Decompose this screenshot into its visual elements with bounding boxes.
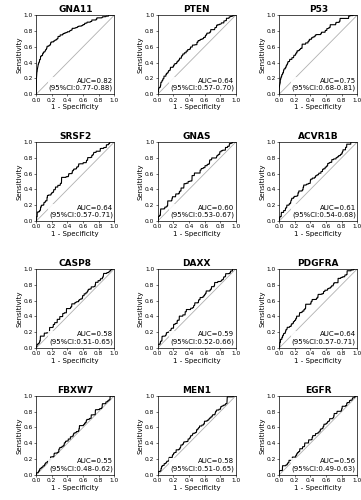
Text: AUC=0.64
(95%CI:0.57-0.71): AUC=0.64 (95%CI:0.57-0.71)	[292, 332, 356, 345]
Text: AUC=0.61
(95%CI:0.54-0.68): AUC=0.61 (95%CI:0.54-0.68)	[292, 204, 356, 218]
Text: AUC=0.60
(95%CI:0.53-0.67): AUC=0.60 (95%CI:0.53-0.67)	[170, 204, 234, 218]
X-axis label: 1 - Specificity: 1 - Specificity	[52, 484, 99, 490]
Title: CASP8: CASP8	[59, 259, 92, 268]
X-axis label: 1 - Specificity: 1 - Specificity	[173, 231, 221, 237]
Text: AUC=0.64
(95%CI:0.57-0.71): AUC=0.64 (95%CI:0.57-0.71)	[49, 204, 113, 218]
Title: SRSF2: SRSF2	[59, 132, 91, 141]
X-axis label: 1 - Specificity: 1 - Specificity	[173, 484, 221, 490]
X-axis label: 1 - Specificity: 1 - Specificity	[295, 104, 342, 110]
Title: DAXX: DAXX	[183, 259, 211, 268]
X-axis label: 1 - Specificity: 1 - Specificity	[52, 231, 99, 237]
Text: AUC=0.59
(95%CI:0.52-0.66): AUC=0.59 (95%CI:0.52-0.66)	[170, 332, 234, 345]
X-axis label: 1 - Specificity: 1 - Specificity	[295, 358, 342, 364]
X-axis label: 1 - Specificity: 1 - Specificity	[173, 104, 221, 110]
Text: AUC=0.75
(95%CI:0.68-0.81): AUC=0.75 (95%CI:0.68-0.81)	[292, 78, 356, 91]
Title: P53: P53	[309, 5, 328, 14]
Title: GNA11: GNA11	[58, 5, 92, 14]
X-axis label: 1 - Specificity: 1 - Specificity	[295, 484, 342, 490]
Title: PTEN: PTEN	[183, 5, 210, 14]
Y-axis label: Sensitivity: Sensitivity	[138, 290, 144, 327]
Text: AUC=0.82
(95%CI:0.77-0.88): AUC=0.82 (95%CI:0.77-0.88)	[49, 78, 113, 91]
Title: ACVR1B: ACVR1B	[298, 132, 339, 141]
Y-axis label: Sensitivity: Sensitivity	[16, 164, 22, 200]
Y-axis label: Sensitivity: Sensitivity	[138, 417, 144, 454]
Title: EGFR: EGFR	[305, 386, 331, 395]
Y-axis label: Sensitivity: Sensitivity	[259, 164, 265, 200]
Y-axis label: Sensitivity: Sensitivity	[138, 36, 144, 73]
Y-axis label: Sensitivity: Sensitivity	[259, 290, 265, 327]
X-axis label: 1 - Specificity: 1 - Specificity	[52, 358, 99, 364]
Title: MEN1: MEN1	[182, 386, 211, 395]
Text: AUC=0.64
(95%CI:0.57-0.70): AUC=0.64 (95%CI:0.57-0.70)	[170, 78, 234, 91]
Y-axis label: Sensitivity: Sensitivity	[259, 36, 265, 73]
X-axis label: 1 - Specificity: 1 - Specificity	[173, 358, 221, 364]
Text: AUC=0.56
(95%CI:0.49-0.63): AUC=0.56 (95%CI:0.49-0.63)	[292, 458, 356, 472]
Title: PDGFRA: PDGFRA	[297, 259, 339, 268]
Title: GNAS: GNAS	[183, 132, 211, 141]
Y-axis label: Sensitivity: Sensitivity	[16, 417, 22, 454]
Y-axis label: Sensitivity: Sensitivity	[16, 36, 22, 73]
Y-axis label: Sensitivity: Sensitivity	[259, 417, 265, 454]
Y-axis label: Sensitivity: Sensitivity	[16, 290, 22, 327]
Text: AUC=0.58
(95%CI:0.51-0.65): AUC=0.58 (95%CI:0.51-0.65)	[170, 458, 234, 472]
X-axis label: 1 - Specificity: 1 - Specificity	[52, 104, 99, 110]
Y-axis label: Sensitivity: Sensitivity	[138, 164, 144, 200]
Text: AUC=0.58
(95%CI:0.51-0.65): AUC=0.58 (95%CI:0.51-0.65)	[49, 332, 113, 345]
Text: AUC=0.55
(95%CI:0.48-0.62): AUC=0.55 (95%CI:0.48-0.62)	[49, 458, 113, 472]
Title: FBXW7: FBXW7	[57, 386, 93, 395]
X-axis label: 1 - Specificity: 1 - Specificity	[295, 231, 342, 237]
